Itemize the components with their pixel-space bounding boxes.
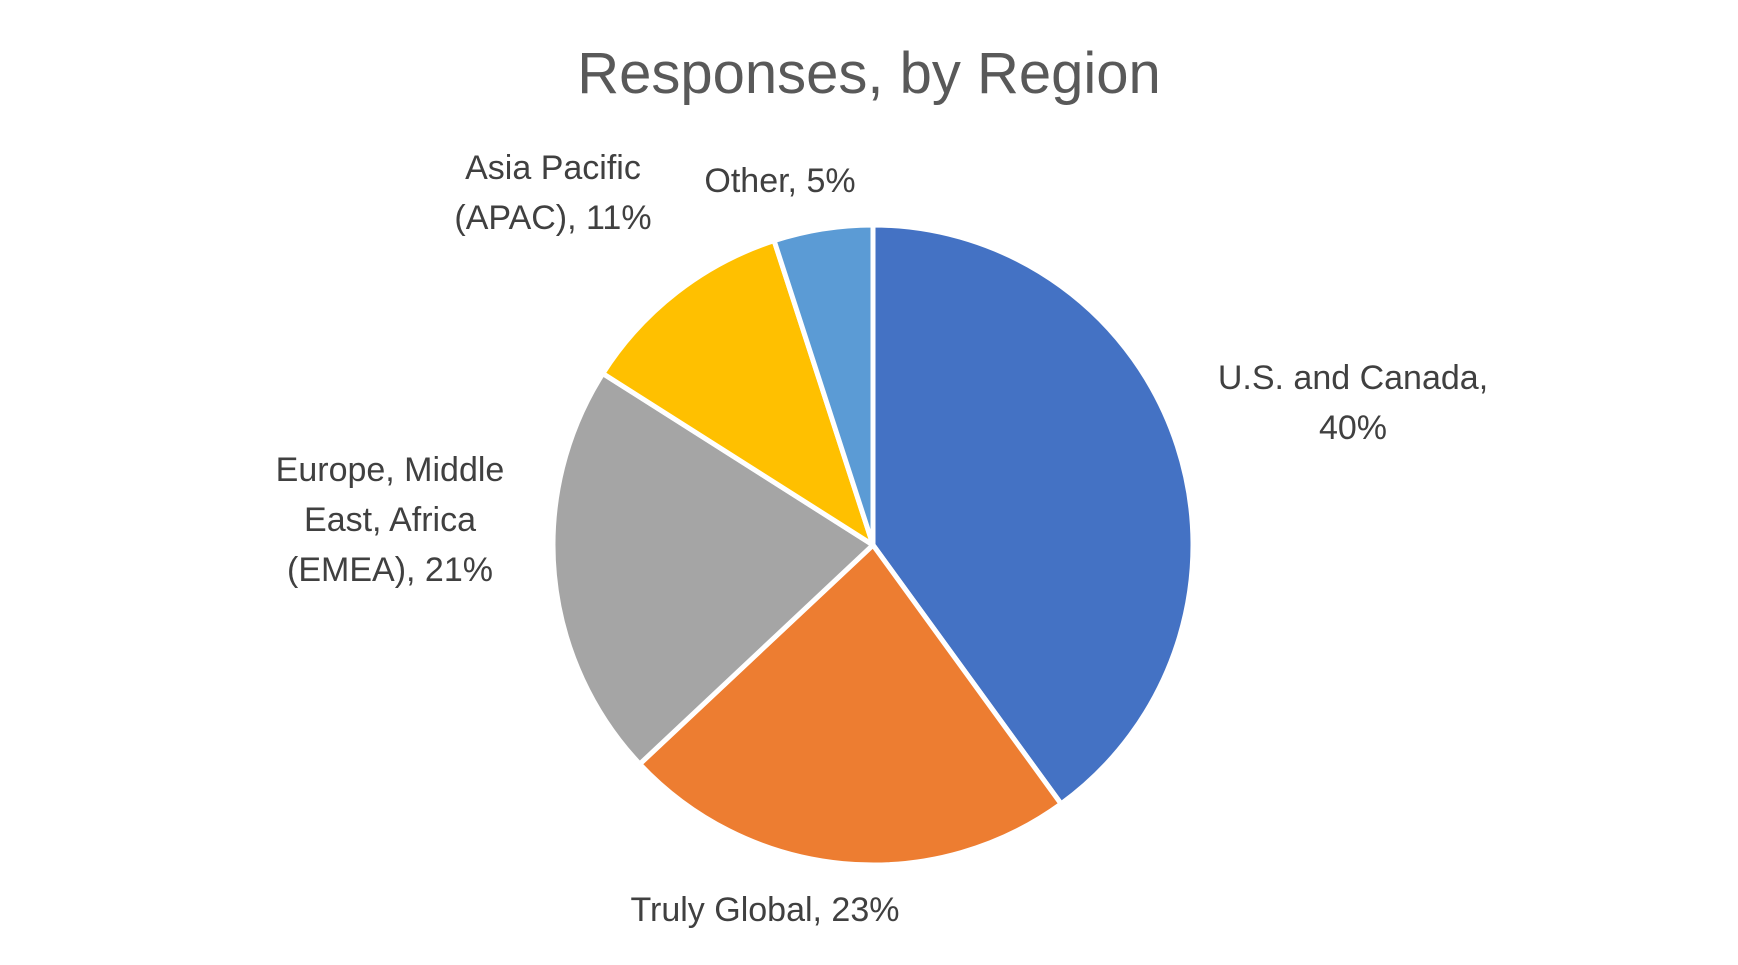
slice-label-line: 40% — [1319, 409, 1387, 447]
pie-slice-1 — [637, 542, 1064, 868]
slice-label-line: (APAC), 11% — [454, 199, 651, 237]
slice-label-0: U.S. and Canada, 40% — [1218, 359, 1488, 447]
slice-label-line: Europe, Middle — [276, 451, 505, 489]
pie-slice-0 — [870, 222, 1196, 807]
pie-slices — [550, 222, 1196, 868]
slice-label-1: Truly Global, 23% — [631, 891, 900, 929]
slice-label-line: Truly Global, 23% — [631, 891, 900, 929]
slice-label-3: Asia Pacific (APAC), 11% — [454, 149, 651, 237]
slice-label-line: Asia Pacific — [465, 149, 641, 187]
pie-slice-3 — [600, 238, 876, 548]
slice-label-4: Other, 5% — [704, 162, 855, 200]
pie-slice-2 — [550, 371, 876, 767]
slice-labels: U.S. and Canada, 40% Truly Global, 23% Euro… — [276, 149, 1488, 929]
slice-label-line: U.S. and Canada, — [1218, 359, 1488, 397]
slice-label-line: East, Africa — [304, 501, 476, 539]
chart-title: Responses, by Region — [577, 41, 1161, 106]
slice-label-line: Other, 5% — [704, 162, 855, 200]
slice-label-2: Europe, Middle East, Africa (EMEA), 21% — [276, 451, 505, 589]
slice-label-line: (EMEA), 21% — [287, 551, 493, 589]
pie-slice-4 — [771, 222, 876, 548]
